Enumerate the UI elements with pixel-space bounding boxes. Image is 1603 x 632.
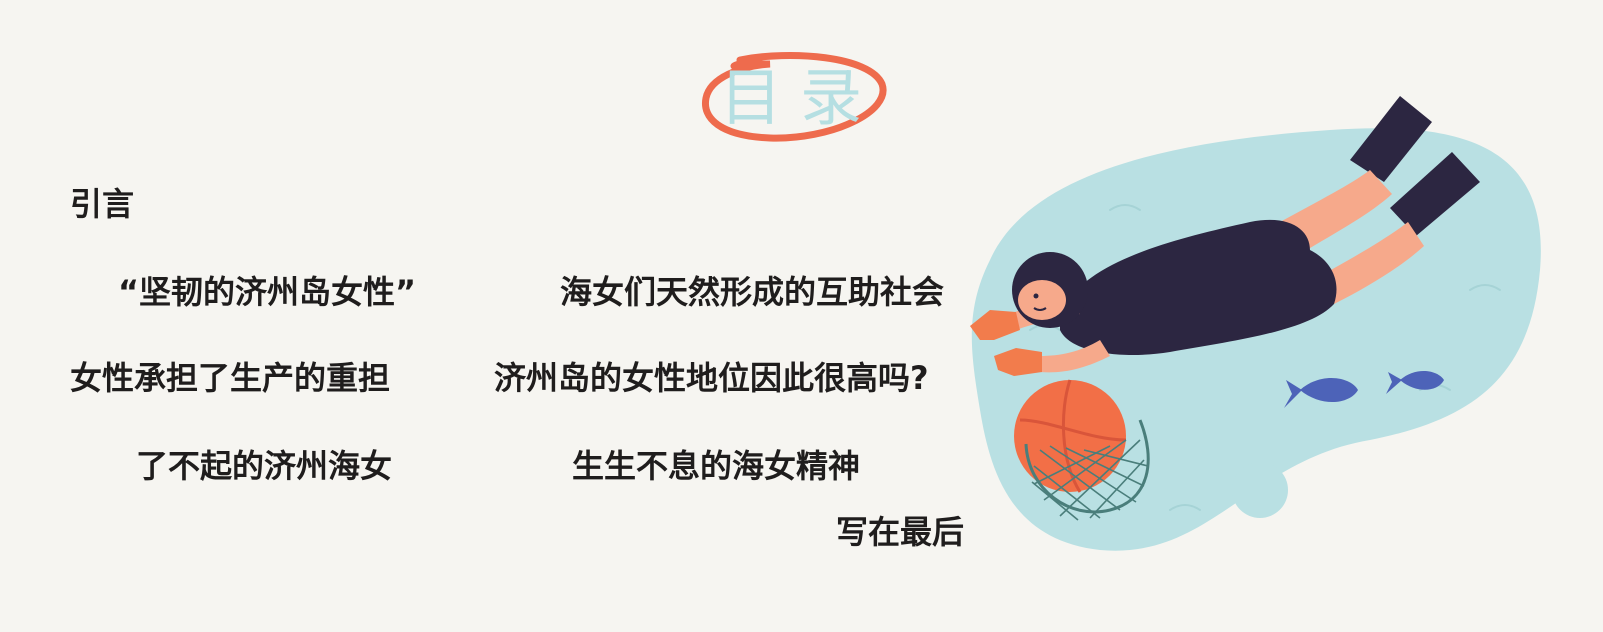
fin-upper bbox=[1350, 96, 1432, 182]
page-title: 目录 bbox=[719, 61, 880, 134]
title-ring-icon bbox=[701, 51, 887, 142]
toc-item-spirit[interactable]: 生生不息的海女精神 bbox=[572, 447, 861, 485]
diver-face bbox=[1018, 280, 1066, 320]
leg-lower bbox=[1320, 222, 1424, 304]
haenyeo-diver-illustration bbox=[970, 96, 1541, 551]
net-basket bbox=[1024, 419, 1150, 521]
glove-lower bbox=[994, 348, 1042, 376]
float-ball bbox=[1014, 380, 1126, 492]
toc-item-burden[interactable]: 女性承担了生产的重担 bbox=[70, 359, 391, 397]
title-block: 目录 bbox=[700, 48, 900, 148]
toc-item-tough-women[interactable]: “坚韧的济州岛女性” bbox=[118, 273, 417, 311]
water-bubble bbox=[1232, 462, 1288, 518]
glove-upper bbox=[970, 310, 1020, 340]
fin-lower bbox=[1390, 152, 1480, 236]
toc-item-intro[interactable]: 引言 bbox=[70, 185, 135, 223]
toc-item-afterword[interactable]: 写在最后 bbox=[836, 513, 965, 551]
leg-upper bbox=[1280, 170, 1392, 254]
toc-item-mutual-aid[interactable]: 海女们天然形成的互助社会 bbox=[560, 273, 945, 311]
fish-icon bbox=[1284, 370, 1444, 408]
toc-item-status-question[interactable]: 济州岛的女性地位因此很高吗? bbox=[494, 359, 929, 397]
arm-lower bbox=[1040, 340, 1110, 373]
wetsuit bbox=[1060, 219, 1337, 356]
toc-item-amazing[interactable]: 了不起的济州海女 bbox=[136, 447, 393, 485]
